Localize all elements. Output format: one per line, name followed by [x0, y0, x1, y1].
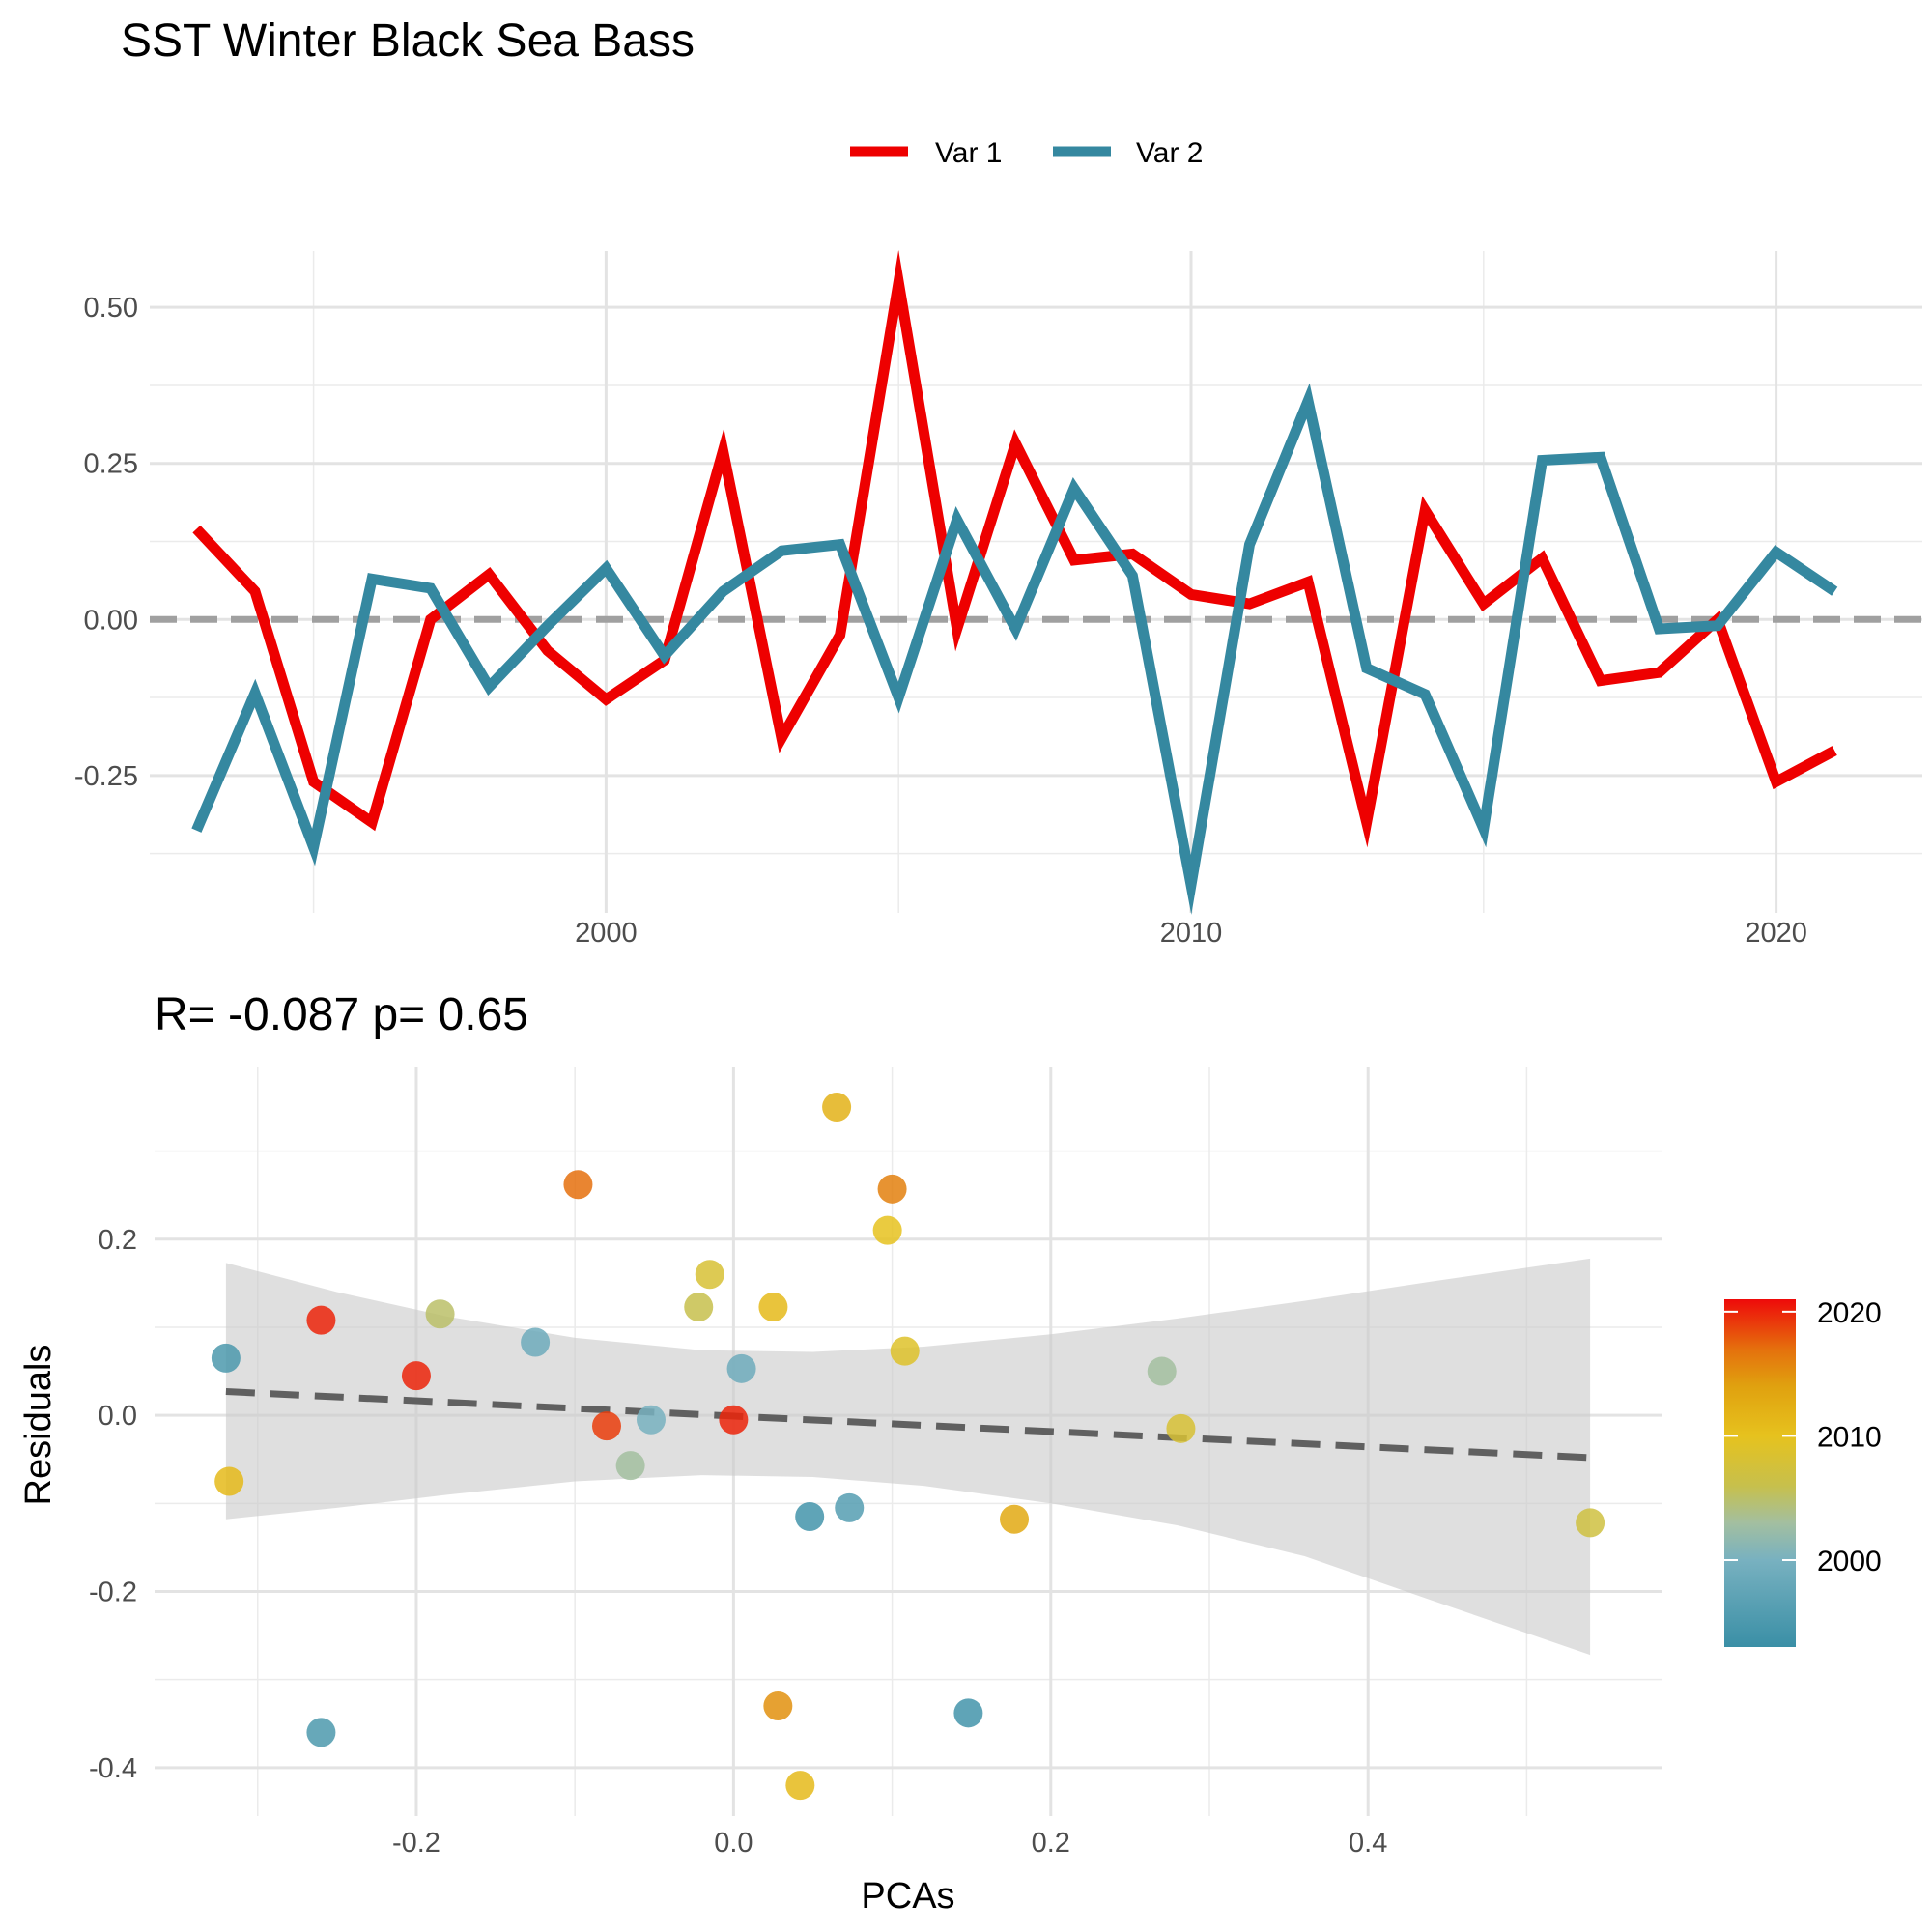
y-tick-label: 0.25 [84, 449, 138, 480]
scatter-point [795, 1502, 825, 1531]
color-bar [1724, 1299, 1796, 1647]
x-tick-label: -0.2 [392, 1828, 440, 1859]
scatter-point [695, 1260, 724, 1290]
scatter-point [521, 1327, 551, 1357]
x-tick-label: 2020 [1745, 918, 1807, 949]
scatter-point [877, 1174, 907, 1204]
y-tick-label: -0.2 [89, 1577, 137, 1608]
scatter-point [306, 1718, 336, 1747]
y-tick-label: 0.0 [99, 1401, 137, 1432]
color-bar-label: 2010 [1817, 1421, 1882, 1453]
scatter-point [684, 1293, 714, 1321]
scatter-point [214, 1466, 244, 1496]
figure-title: SST Winter Black Sea Bass [121, 15, 695, 67]
scatter-point [211, 1343, 241, 1373]
y-tick-label: -0.25 [74, 761, 138, 792]
x-tick-label: 0.0 [714, 1828, 753, 1859]
x-axis-title: PCAs [861, 1876, 954, 1917]
scatter-point [726, 1353, 756, 1383]
legend-label-var-1: Var 1 [935, 137, 1002, 169]
color-bar-label: 2000 [1817, 1546, 1882, 1577]
legend-label-var-2: Var 2 [1136, 137, 1203, 169]
trend-line [225, 1388, 1591, 1462]
scatter-point [425, 1299, 455, 1329]
series-line-var-1 [192, 249, 1837, 848]
scatter-point [758, 1293, 788, 1321]
x-tick-label: 0.2 [1032, 1828, 1070, 1859]
scatter-point [401, 1361, 431, 1391]
legend: Var 1 Var 2 [850, 137, 1203, 169]
y-tick-label: 0.00 [84, 605, 138, 636]
scatter-point [1166, 1413, 1196, 1443]
color-bar-label: 2020 [1817, 1297, 1882, 1329]
y-tick-label: -0.4 [89, 1753, 137, 1784]
scatter-point [592, 1411, 621, 1441]
scatter-point [953, 1698, 983, 1728]
line-chart-panel: -0.25 0.00 0.25 0.50 2000 2010 2020 [74, 249, 1922, 949]
scatter-point [1576, 1508, 1605, 1538]
scatter-point [822, 1093, 852, 1122]
scatter-title: R= -0.087 p= 0.65 [155, 989, 528, 1040]
scatter-point [636, 1405, 666, 1435]
scatter-point [563, 1170, 593, 1200]
x-tick-label: 2000 [575, 918, 638, 949]
scatter-point [1147, 1356, 1177, 1386]
scatter-point [1000, 1504, 1030, 1534]
scatter-point [872, 1215, 902, 1245]
y-tick-label: 0.2 [99, 1225, 137, 1256]
scatter-chart-panel: -0.2 0.0 0.2 0.4 -0.4 -0.2 0.0 0.2 [89, 1067, 1662, 1859]
y-tick-label: 0.50 [84, 293, 138, 324]
confidence-band [225, 1258, 1591, 1656]
scatter-point [785, 1771, 815, 1801]
x-tick-label: 2010 [1160, 918, 1223, 949]
scatter-point [763, 1691, 793, 1721]
color-legend: 2000 2010 2020 [1724, 1297, 1882, 1647]
scatter-point [306, 1305, 336, 1335]
x-tick-label: 0.4 [1349, 1828, 1387, 1859]
scatter-point [890, 1336, 920, 1366]
series-line-var-2 [191, 383, 1838, 915]
y-axis-title: Residuals [18, 1345, 59, 1506]
scatter-point [719, 1405, 749, 1435]
scatter-point [615, 1451, 645, 1481]
scatter-point [835, 1492, 865, 1522]
